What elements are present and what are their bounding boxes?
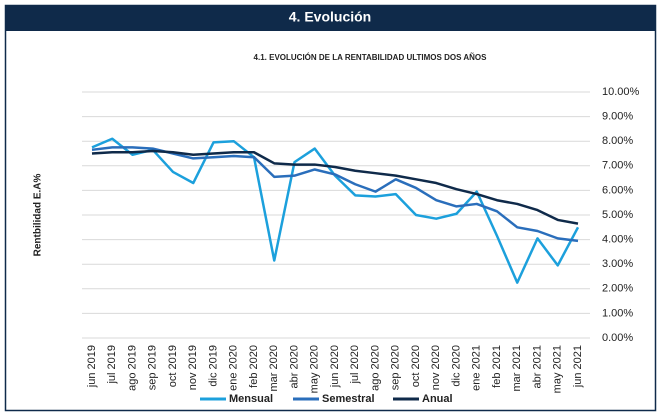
x-tick-label: ene 2020 [228, 345, 240, 391]
x-tick-label: sep 2020 [390, 345, 402, 390]
x-tick-label: jun 2020 [329, 345, 341, 388]
y-tick-label: 3.00% [602, 258, 633, 270]
x-tick-label: mar 2020 [268, 345, 280, 391]
series-line [91, 149, 579, 225]
x-tick-label: sep 2019 [147, 345, 159, 390]
y-tick-label: 8.00% [602, 135, 633, 147]
x-tick-label: may 2020 [309, 345, 321, 393]
x-tick-label: ago 2020 [369, 345, 381, 391]
y-tick-label: 9.00% [602, 111, 633, 123]
legend-label: Mensual [229, 393, 273, 405]
y-axis-label: Rentbilidad E.A% [33, 174, 44, 257]
x-tick-label: oct 2020 [410, 345, 422, 387]
y-tick-label: 10.00% [602, 86, 640, 98]
y-tick-label: 7.00% [602, 160, 633, 172]
x-tick-label: mar 2021 [511, 345, 523, 391]
x-tick-label: abr 2020 [288, 345, 300, 388]
x-tick-label: may 2021 [552, 345, 564, 393]
frame [4, 4, 657, 412]
x-tick-label: feb 2021 [491, 345, 503, 388]
y-tick-label: 4.00% [602, 234, 633, 246]
header-title: 4. Evolución [289, 9, 371, 25]
x-tick-label: feb 2020 [248, 345, 260, 388]
legend-label: Semestral [322, 393, 375, 405]
x-tick-label: jun 2021 [572, 345, 584, 388]
x-tick-label: dic 2020 [450, 345, 462, 387]
x-tick-label: ene 2021 [471, 345, 483, 391]
x-tick-label: jun 2019 [86, 345, 98, 388]
header-bar [5, 5, 656, 31]
x-tick-label: abr 2021 [531, 345, 543, 388]
y-tick-label: 0.00% [602, 332, 633, 344]
x-tick-label: jul 2020 [349, 345, 361, 385]
y-tick-label: 5.00% [602, 209, 633, 221]
x-tick-label: nov 2019 [187, 345, 199, 390]
x-tick-label: ago 2019 [126, 345, 138, 391]
y-tick-label: 6.00% [602, 184, 633, 196]
chart-title: 4.1. EVOLUCIÓN DE LA RENTABILIDAD ULTIMO… [254, 53, 488, 62]
x-tick-label: oct 2019 [167, 345, 179, 387]
legend-label: Anual [422, 393, 453, 405]
x-tick-label: jul 2019 [106, 345, 118, 385]
x-tick-label: nov 2020 [430, 345, 442, 390]
x-tick-label: dic 2019 [207, 345, 219, 387]
y-tick-label: 1.00% [602, 307, 633, 319]
y-tick-label: 2.00% [602, 283, 633, 295]
